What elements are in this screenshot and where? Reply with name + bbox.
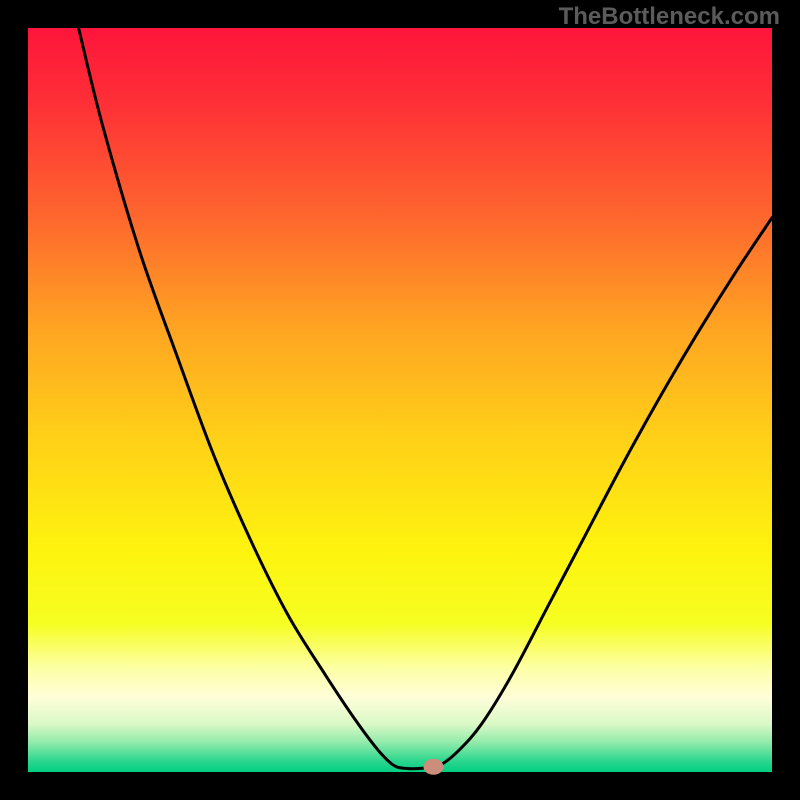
- bottleneck-chart: [0, 0, 800, 800]
- optimum-marker: [423, 759, 443, 775]
- chart-gradient-background: [28, 28, 772, 772]
- watermark-text: TheBottleneck.com: [559, 3, 780, 31]
